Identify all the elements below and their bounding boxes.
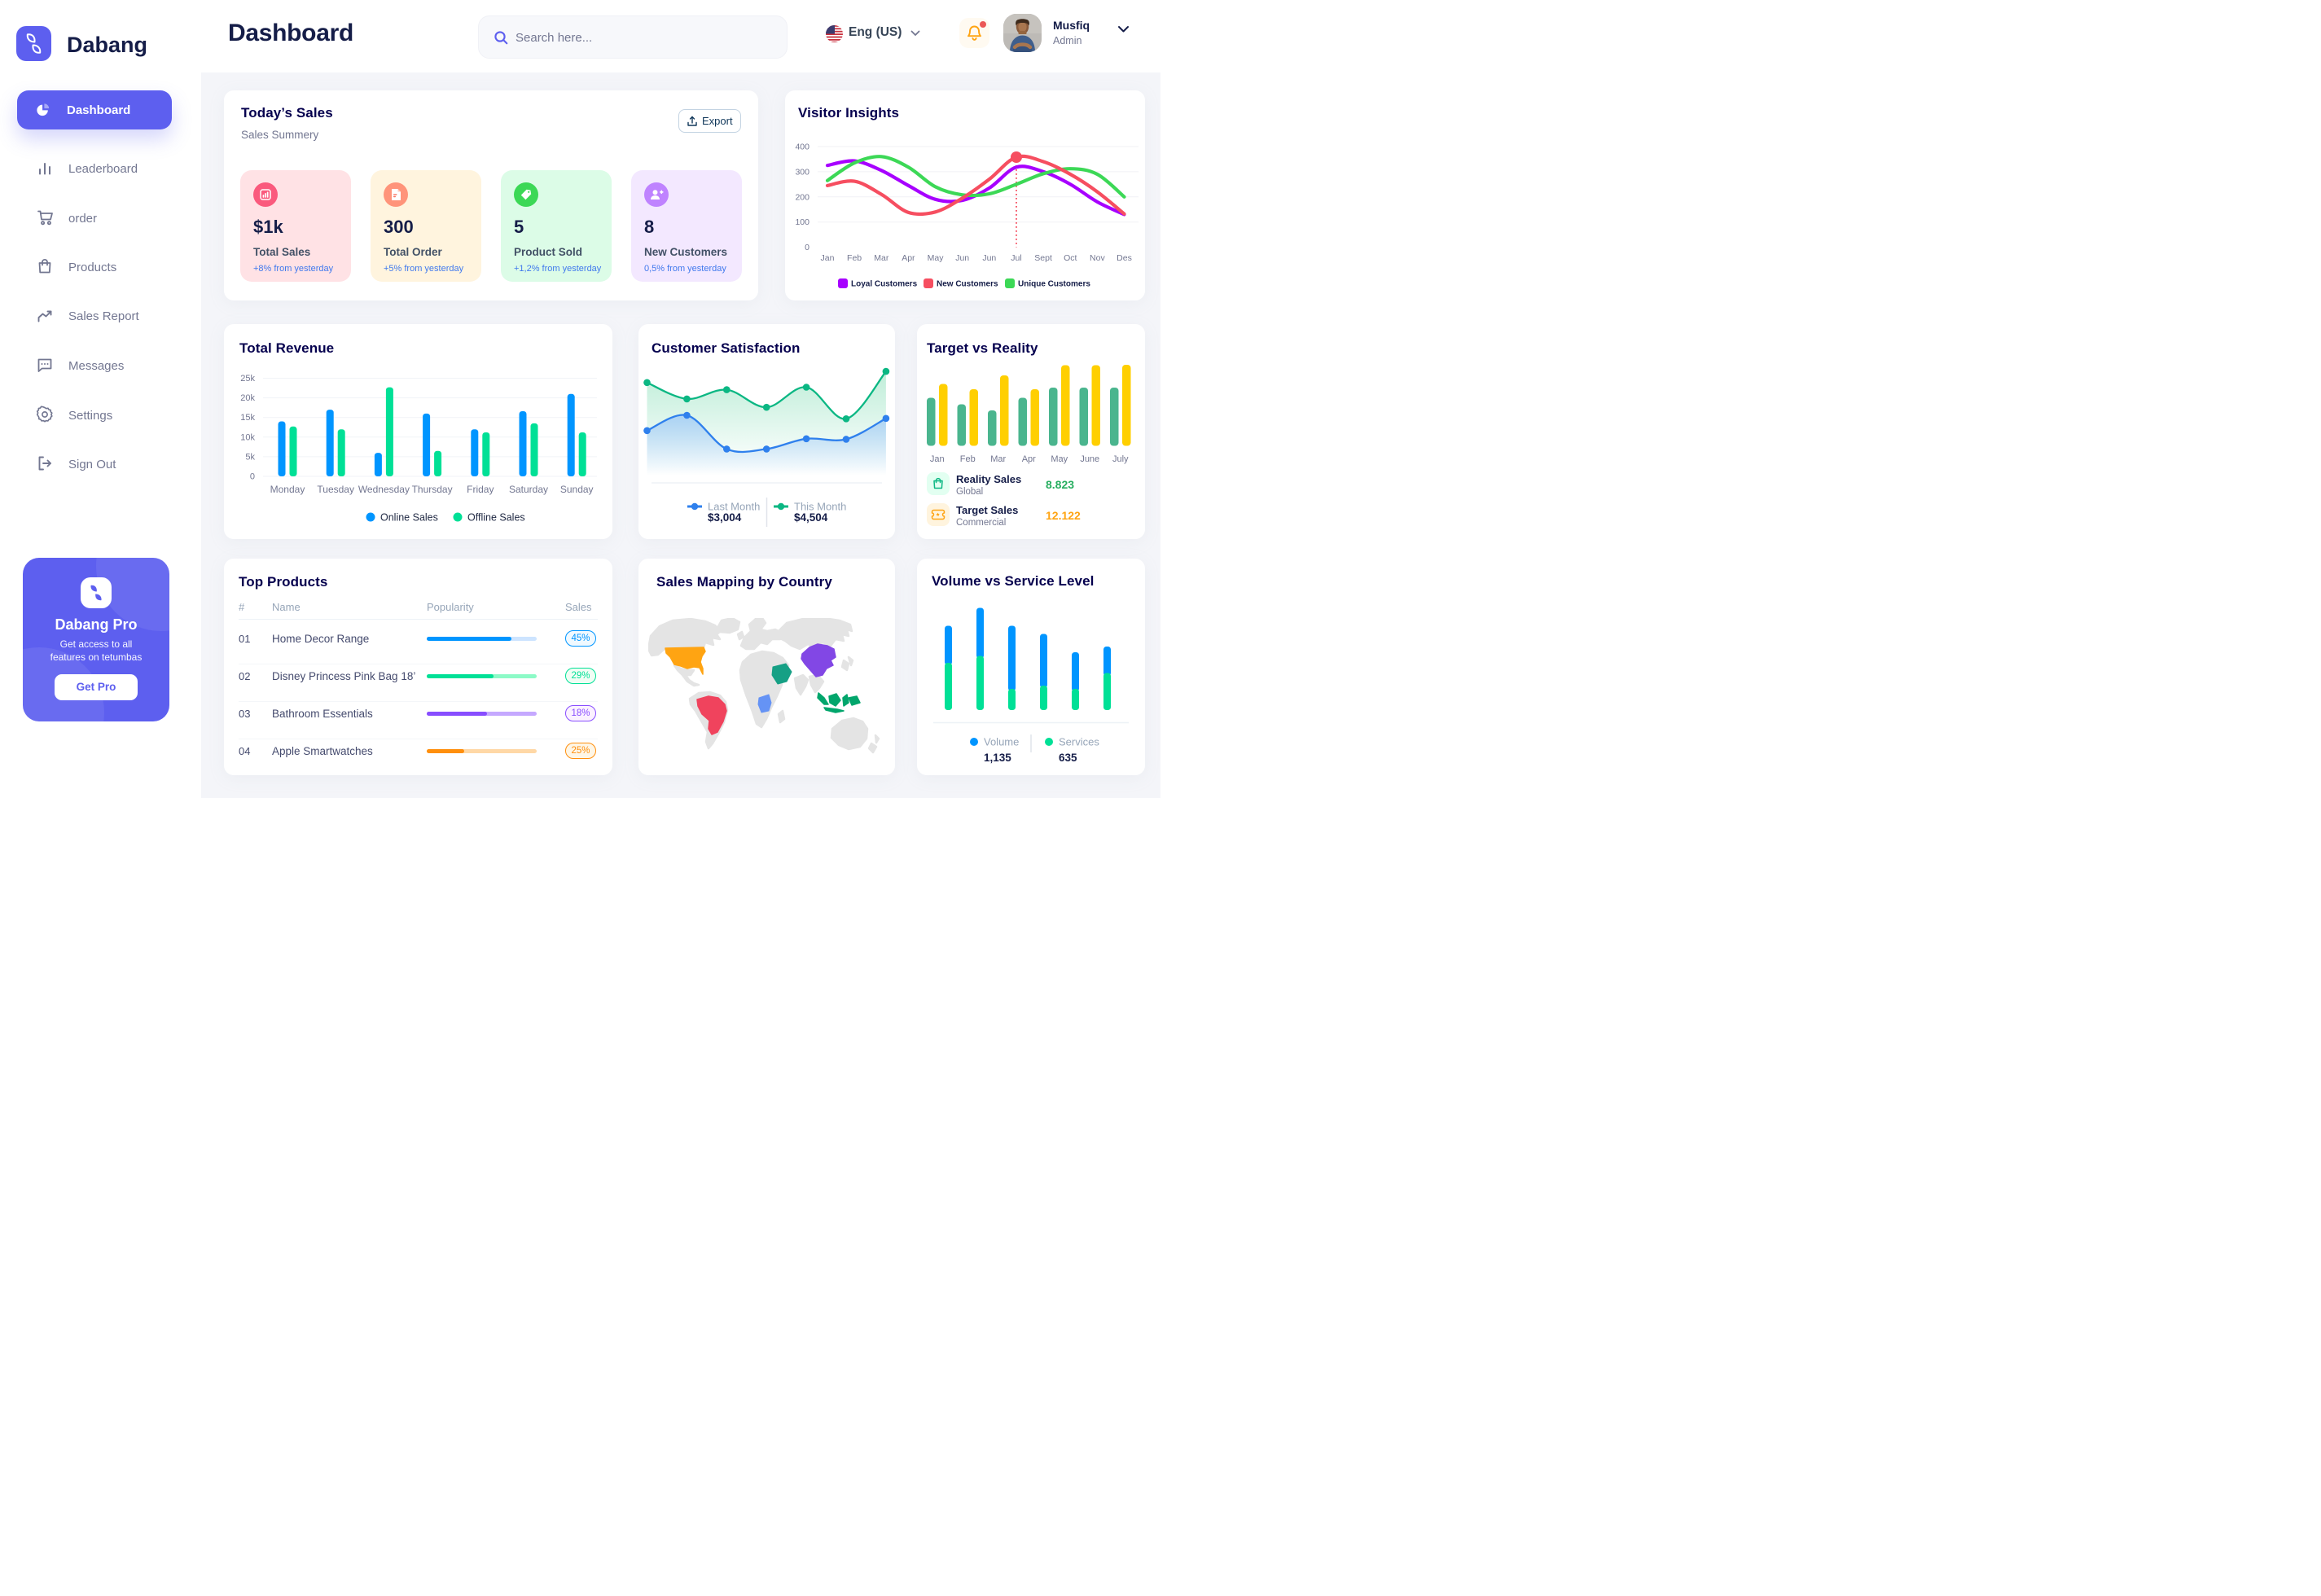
svg-text:Wednesday: Wednesday — [358, 484, 410, 495]
svg-text:20k: 20k — [240, 393, 255, 403]
svg-text:Oct: Oct — [1064, 253, 1077, 263]
svg-text:Services: Services — [1059, 736, 1099, 748]
svg-text:Feb: Feb — [847, 253, 862, 263]
svg-text:Apr: Apr — [902, 253, 915, 263]
svg-text:Jun: Jun — [982, 253, 996, 263]
svg-text:$4,504: $4,504 — [794, 511, 828, 524]
svg-text:Feb: Feb — [960, 454, 976, 464]
svg-text:300: 300 — [795, 167, 809, 177]
svg-text:635: 635 — [1059, 752, 1077, 764]
svg-text:Friday: Friday — [467, 484, 494, 495]
svg-text:Jun: Jun — [955, 253, 969, 263]
svg-text:15k: 15k — [240, 413, 255, 423]
svg-text:July: July — [1112, 454, 1129, 464]
svg-text:Mar: Mar — [874, 253, 889, 263]
svg-text:Nov: Nov — [1090, 253, 1105, 263]
svg-text:25k: 25k — [240, 374, 255, 384]
svg-text:10k: 10k — [240, 432, 255, 442]
svg-text:Saturday: Saturday — [509, 484, 548, 495]
svg-text:400: 400 — [795, 142, 809, 152]
svg-text:May: May — [928, 253, 945, 263]
svg-text:Thursday: Thursday — [412, 484, 453, 495]
svg-text:Sept: Sept — [1034, 253, 1052, 263]
svg-text:200: 200 — [795, 192, 809, 202]
svg-text:Volume: Volume — [984, 736, 1019, 748]
svg-text:Apr: Apr — [1022, 454, 1036, 464]
svg-text:Jan: Jan — [821, 253, 835, 263]
svg-text:Des: Des — [1117, 253, 1132, 263]
svg-text:Monday: Monday — [270, 484, 305, 495]
svg-text:Online Sales: Online Sales — [380, 512, 438, 524]
svg-text:New Customers: New Customers — [937, 280, 998, 289]
svg-text:Last Month: Last Month — [708, 501, 760, 513]
svg-text:Jul: Jul — [1011, 253, 1021, 263]
svg-text:5k: 5k — [245, 452, 255, 462]
svg-text:May: May — [1051, 454, 1068, 464]
svg-text:Offline Sales: Offline Sales — [467, 512, 525, 524]
svg-text:0: 0 — [805, 243, 809, 252]
svg-text:Loyal Customers: Loyal Customers — [851, 280, 918, 289]
svg-text:Sunday: Sunday — [560, 484, 594, 495]
svg-text:Unique Customers: Unique Customers — [1018, 280, 1090, 289]
svg-text:$3,004: $3,004 — [708, 511, 742, 524]
svg-text:This Month: This Month — [794, 501, 846, 513]
svg-text:Jan: Jan — [930, 454, 945, 464]
svg-text:1,135: 1,135 — [984, 752, 1011, 764]
svg-text:100: 100 — [795, 217, 809, 227]
svg-text:0: 0 — [250, 472, 255, 482]
svg-text:Mar: Mar — [990, 454, 1006, 464]
svg-text:Tuesday: Tuesday — [317, 484, 354, 495]
svg-text:June: June — [1080, 454, 1099, 464]
